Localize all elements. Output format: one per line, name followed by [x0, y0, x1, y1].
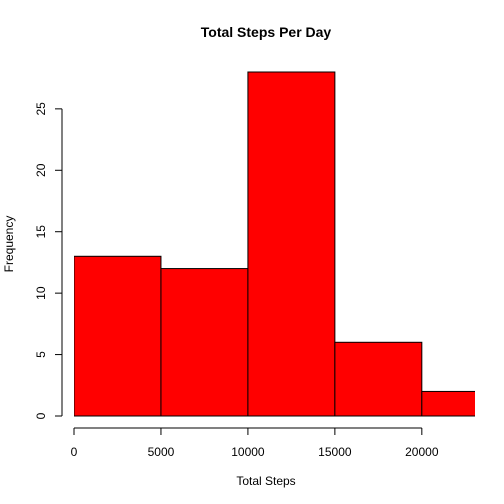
histogram-bar-4 — [421, 390, 475, 417]
y-tick-label-2: 10 — [34, 286, 48, 300]
histogram-bar-2 — [247, 71, 336, 417]
x-tick-label-2: 10000 — [231, 445, 265, 459]
x-tick-label-1: 5000 — [148, 445, 175, 459]
y-axis-label: Frequency — [2, 216, 16, 273]
y-axis: 0 5 10 15 20 25 — [34, 102, 63, 419]
bars-group — [74, 71, 475, 417]
x-axis: 0 5000 10000 15000 20000 — [71, 427, 439, 459]
histogram-bar-3 — [334, 341, 423, 417]
y-tick-label-1: 5 — [34, 351, 48, 358]
x-tick-label-4: 20000 — [405, 445, 439, 459]
y-tick-label-5: 25 — [34, 102, 48, 116]
y-tick-label-0: 0 — [34, 412, 48, 419]
x-tick-label-0: 0 — [71, 445, 78, 459]
y-tick-label-3: 15 — [34, 225, 48, 239]
x-axis-label: Total Steps — [236, 474, 295, 488]
y-tick-label-4: 20 — [34, 163, 48, 177]
x-tick-label-3: 15000 — [318, 445, 352, 459]
chart-title: Total Steps Per Day — [201, 24, 332, 40]
histogram-bar-0 — [74, 255, 162, 417]
histogram-bar-1 — [160, 268, 249, 417]
